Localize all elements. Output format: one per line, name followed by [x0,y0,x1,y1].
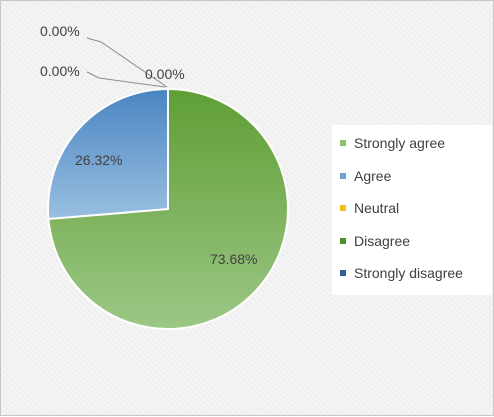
legend-item-disagree: Disagree [340,231,410,251]
legend-item-strongly-agree: Strongly agree [340,133,445,153]
pie-slice-agree [47,87,169,221]
legend-label: Strongly disagree [354,265,463,281]
legend-label: Disagree [354,233,411,249]
legend-item-agree: Agree [340,166,391,186]
legend-item-strongly-disagree: Strongly disagree [340,263,463,283]
legend-label: Neutral [354,200,400,216]
legend-item-neutral: Neutral [340,198,399,218]
legend-swatch [340,238,346,244]
data-label-strongly-agree: 73.68% [210,251,257,267]
legend-swatch [340,173,346,179]
data-label-agree: 26.32% [75,152,122,168]
data-label-strongly-disagree: 0.00% [40,23,80,39]
data-label-neutral: 0.00% [145,66,185,82]
legend-swatch [340,205,346,211]
legend-label: Agree [354,168,392,184]
leader-line-disagree [86,71,166,88]
leader-line-strongly-disagree [86,37,168,88]
legend-label: Strongly agree [354,135,446,151]
legend-swatch [340,140,346,146]
legend-swatch [340,270,346,276]
data-label-disagree: 0.00% [40,63,80,79]
legend: Strongly agree Agree Neutral Disagree St… [332,125,492,295]
